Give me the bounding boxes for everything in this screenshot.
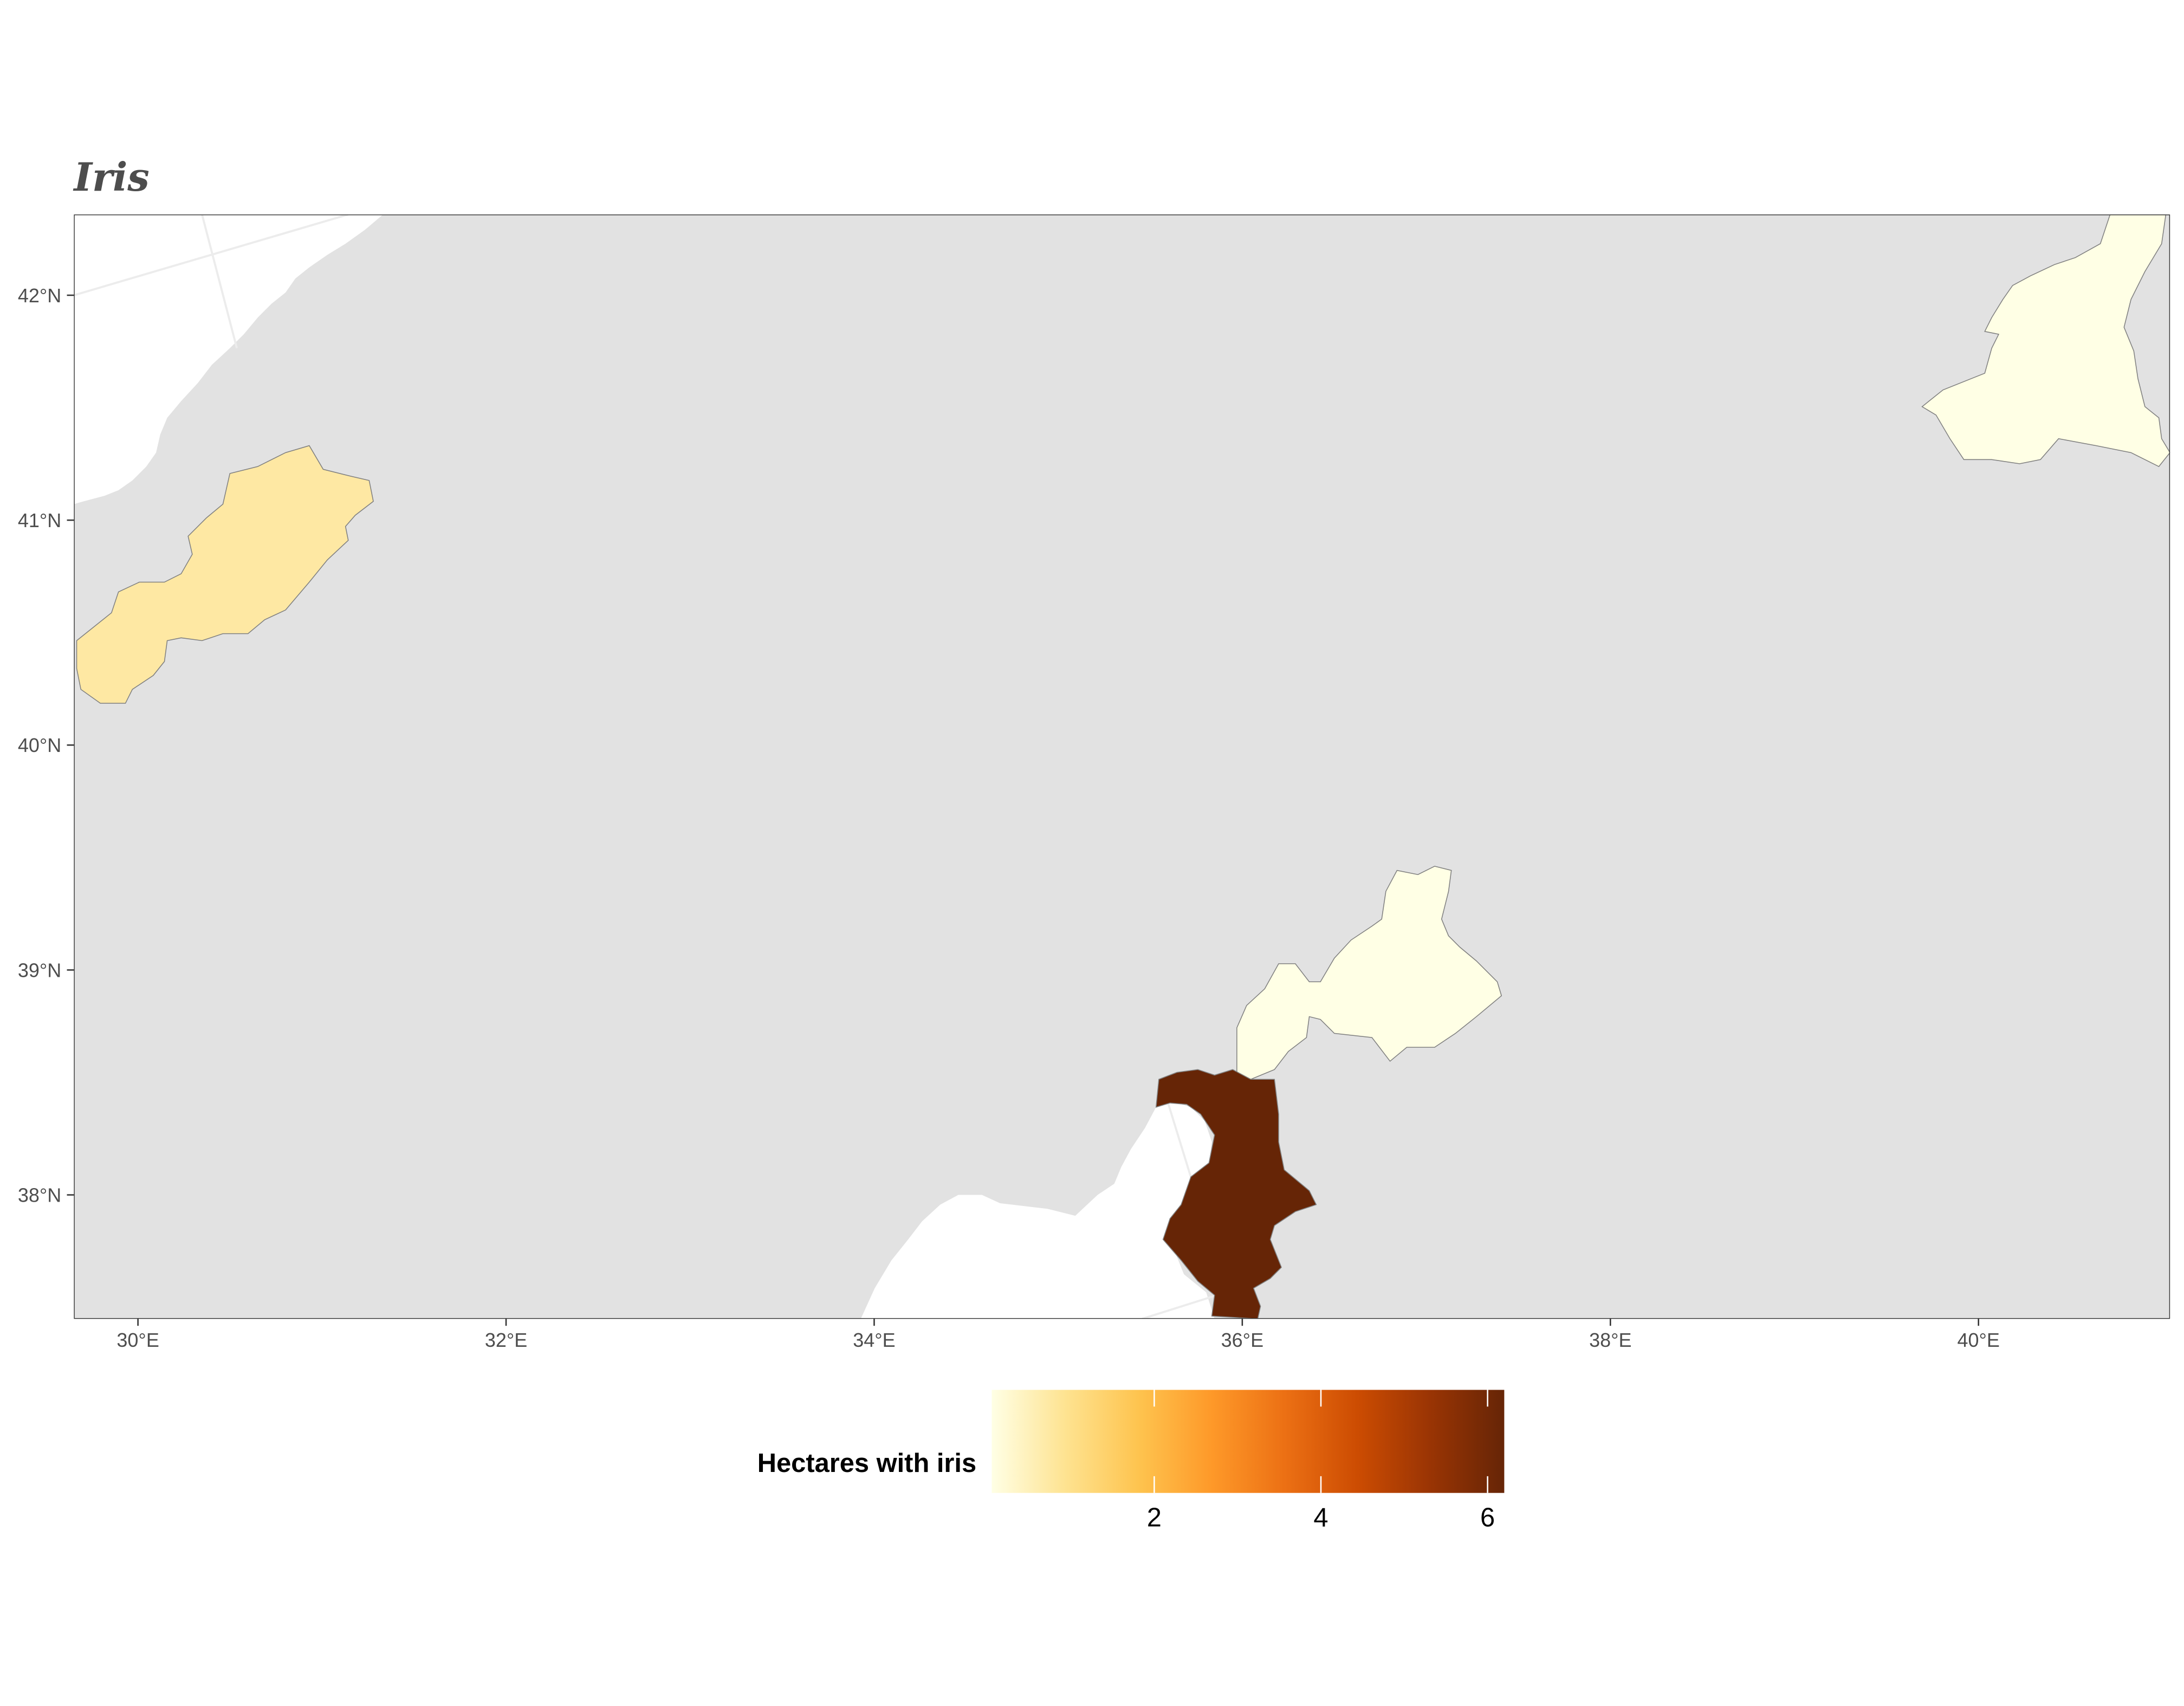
x-tick-label: 30°E bbox=[116, 1329, 159, 1351]
x-tick-label: 36°E bbox=[1221, 1329, 1263, 1351]
y-tick-label: 40°N bbox=[18, 734, 61, 756]
x-tick-label: 34°E bbox=[853, 1329, 895, 1351]
legend-ticks: 2 4 6 bbox=[1147, 1390, 1495, 1532]
x-tick-label: 38°E bbox=[1589, 1329, 1631, 1351]
legend-colorbar bbox=[991, 1390, 1505, 1493]
region-east-central bbox=[1236, 866, 1502, 1080]
legend-tick-label: 2 bbox=[1147, 1503, 1162, 1532]
legend: Hectares with iris 2 4 6 bbox=[757, 1390, 1505, 1532]
graticule-line bbox=[201, 214, 238, 349]
y-tick-label: 42°N bbox=[18, 284, 61, 307]
map-panel bbox=[74, 214, 2170, 1319]
graticule-line bbox=[1142, 1291, 1226, 1319]
legend-tick-label: 4 bbox=[1313, 1503, 1328, 1532]
map-title: Iris bbox=[73, 154, 149, 200]
y-axis: 42°N 41°N 40°N 39°N 38°N bbox=[18, 284, 74, 1206]
region-northwest bbox=[76, 445, 374, 704]
y-tick-label: 38°N bbox=[18, 1184, 61, 1206]
graticule-line bbox=[1166, 1100, 1196, 1191]
x-tick-label: 40°E bbox=[1957, 1329, 1999, 1351]
black-sea bbox=[74, 214, 384, 504]
region-south bbox=[1155, 1069, 1317, 1319]
x-tick-label: 32°E bbox=[485, 1329, 527, 1351]
legend-tick-label: 6 bbox=[1480, 1503, 1495, 1532]
mediterranean-sea bbox=[860, 1100, 1215, 1319]
region-northeast bbox=[1921, 214, 2170, 468]
y-tick-label: 39°N bbox=[18, 959, 61, 981]
x-axis: 30°E 32°E 34°E 36°E 38°E 40°E bbox=[116, 1319, 2000, 1351]
legend-title: Hectares with iris bbox=[757, 1449, 976, 1478]
land-background bbox=[74, 214, 2170, 1319]
graticule-line bbox=[74, 214, 349, 296]
y-tick-label: 41°N bbox=[18, 509, 61, 531]
